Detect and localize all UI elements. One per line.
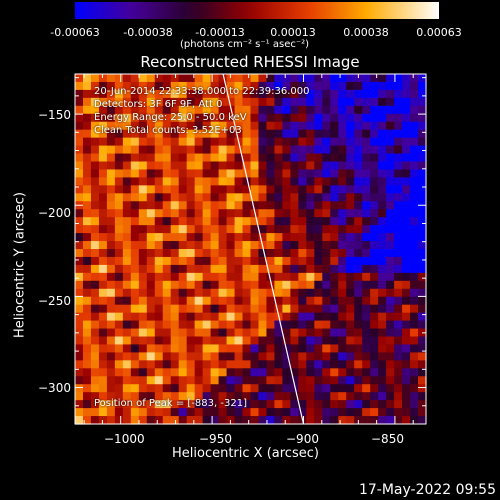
y-tick-label: −250: [38, 294, 71, 308]
y-axis-label: Heliocentric Y (arcsec): [12, 192, 28, 338]
colorbar-tick-label: -0.00013: [195, 26, 245, 39]
colorbar-tick-label: 0.00038: [343, 26, 389, 39]
y-tick-label: −150: [38, 108, 71, 122]
plot-frame: [74, 73, 427, 425]
energy-range-annotation: Energy Range: 25.0 - 50.0 keV: [94, 112, 247, 123]
colorbar-tick-label: -0.00063: [50, 26, 100, 39]
x-tick-label: −850: [371, 432, 404, 446]
heatmap-cells: [75, 74, 427, 425]
solar-limb-line: [222, 73, 305, 425]
colorbar-tick-label: 0.00013: [270, 26, 316, 39]
x-tick-label: −1000: [104, 432, 145, 446]
colorbar-tick-label: -0.00038: [123, 26, 173, 39]
x-tick-label: −950: [199, 432, 232, 446]
clean-counts-annotation: Clean Total counts: 3.52E+03: [94, 125, 242, 136]
chart-title: Reconstructed RHESSI Image: [140, 53, 360, 71]
y-tick-label: −300: [38, 381, 71, 395]
colorbar-units-label: (photons cm⁻² s⁻¹ asec⁻²): [180, 39, 310, 50]
timestamp: 17-May-2022 09:55: [358, 482, 496, 498]
time-range-annotation: 20-Jun-2014 22:33:38.000 to 22:39:36.000: [94, 86, 310, 97]
peak-position-annotation: Position of Peak = [-883, -321]: [94, 398, 247, 409]
x-tick-label: −900: [286, 432, 319, 446]
y-tick-label: −200: [38, 206, 71, 220]
x-axis-label: Heliocentric X (arcsec): [172, 446, 319, 461]
detectors-annotation: Detectors: 3F 6F 9F, Att 0: [94, 99, 223, 110]
colorbar: [75, 2, 439, 19]
colorbar-tick-label: 0.00063: [416, 26, 462, 39]
